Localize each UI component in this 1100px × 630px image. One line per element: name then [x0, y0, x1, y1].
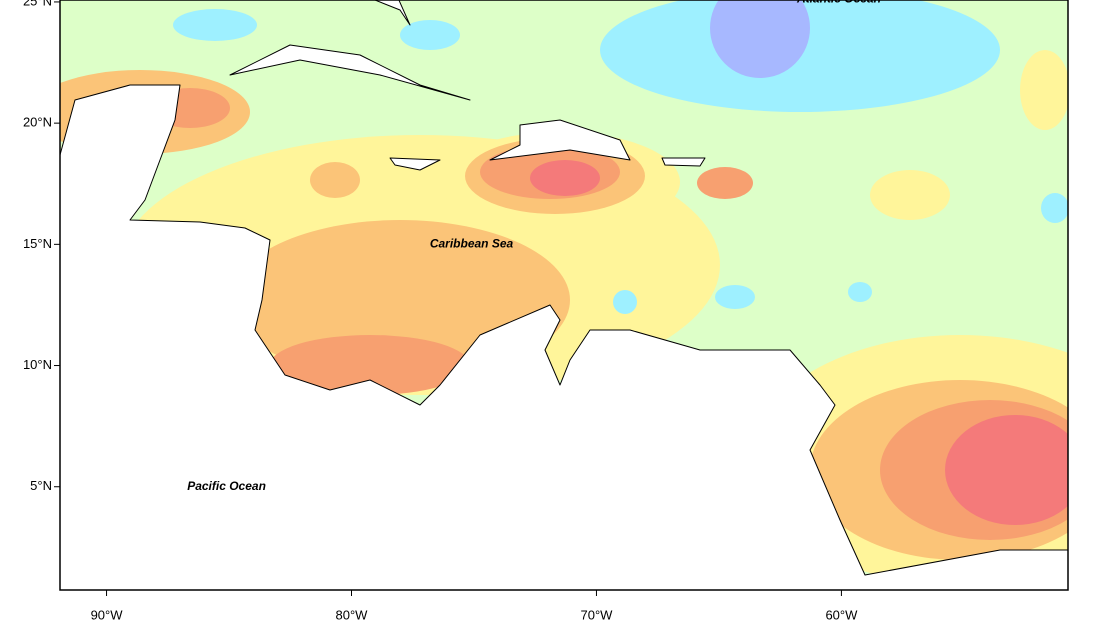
y-tick-label: 25°N: [23, 0, 52, 8]
y-tick-label: 10°N: [23, 357, 52, 372]
heatmap: [60, 0, 1068, 590]
y-tick-label: 20°N: [23, 115, 52, 130]
x-tick-label: 60°W: [825, 607, 858, 622]
place-label: Pacific Ocean: [187, 479, 266, 493]
y-tick-label: 15°N: [23, 236, 52, 251]
frame: [59, 0, 1069, 591]
cuba: [229, 44, 471, 101]
place-label: Caribbean Sea: [430, 237, 514, 251]
florida: [373, 0, 411, 26]
x-tick-label: 90°W: [91, 607, 124, 622]
place-label: Atlantic Ocean: [796, 0, 881, 6]
mainland: [60, 84, 1068, 590]
y-tick-label: 5°N: [30, 478, 52, 493]
puerto-rico: [661, 157, 706, 167]
jamaica: [389, 157, 441, 171]
x-tick-label: 80°W: [336, 607, 369, 622]
x-tick-label: 70°W: [580, 607, 613, 622]
hispaniola: [489, 119, 631, 161]
